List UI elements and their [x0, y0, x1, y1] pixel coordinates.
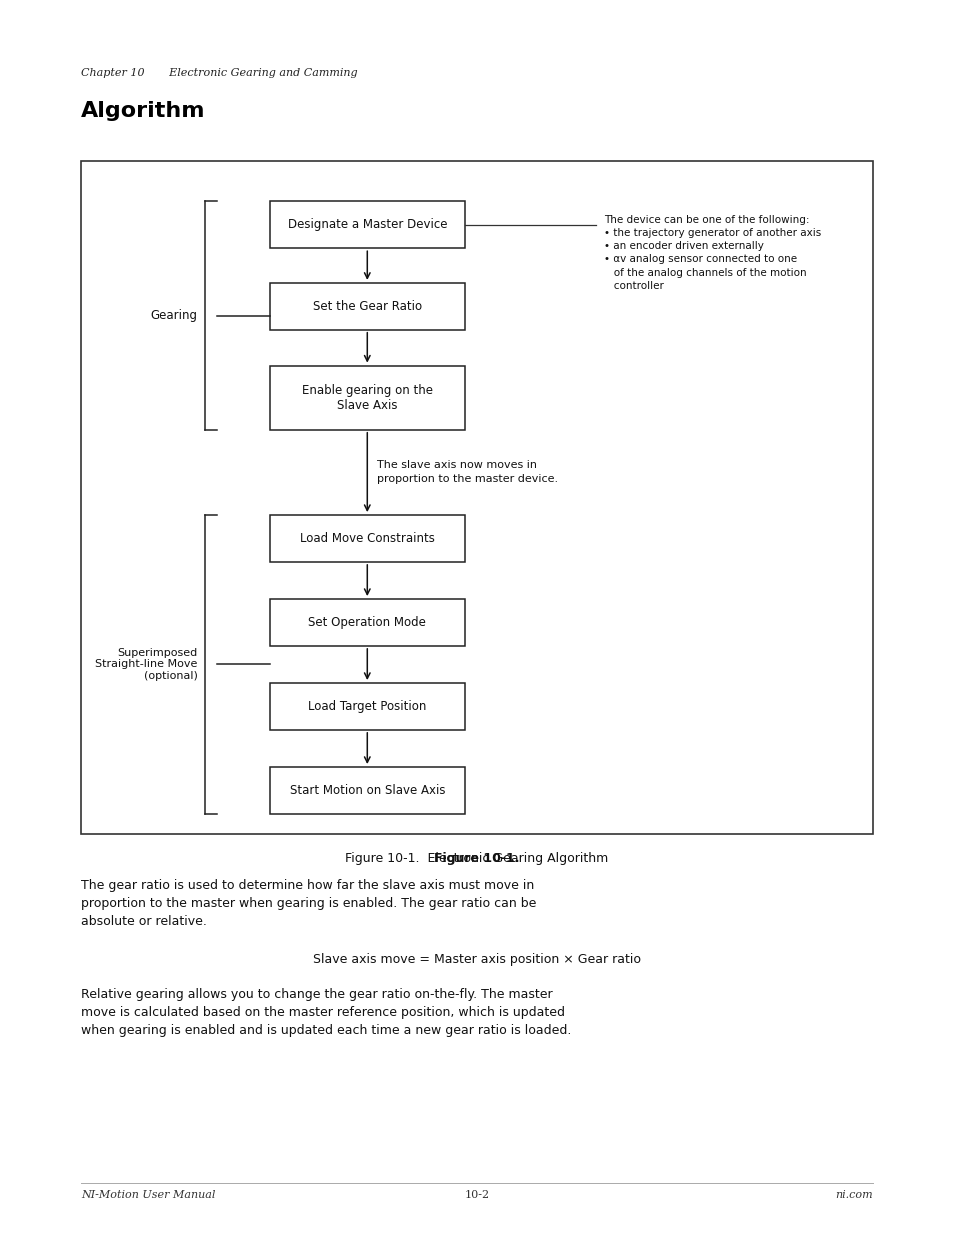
Text: Load Target Position: Load Target Position [308, 700, 426, 713]
Text: Algorithm: Algorithm [81, 101, 206, 121]
Bar [270, 283, 465, 330]
Text: Set Operation Mode: Set Operation Mode [308, 616, 426, 629]
Text: Superimposed
Straight-line Move
(optional): Superimposed Straight-line Move (optiona… [95, 648, 197, 680]
Text: Enable gearing on the
Slave Axis: Enable gearing on the Slave Axis [301, 384, 433, 411]
Text: The device can be one of the following:
• the trajectory generator of another ax: The device can be one of the following: … [603, 215, 821, 291]
Text: Chapter 10       Electronic Gearing and Camming: Chapter 10 Electronic Gearing and Cammin… [81, 68, 357, 78]
Bar [270, 366, 465, 430]
Text: Gearing: Gearing [151, 309, 197, 322]
Bar [270, 767, 465, 814]
Text: NI-Motion User Manual: NI-Motion User Manual [81, 1191, 215, 1200]
Text: Designate a Master Device: Designate a Master Device [287, 219, 447, 231]
Bar [81, 161, 872, 834]
Text: Figure 10-1.  Electronic Gearing Algorithm: Figure 10-1. Electronic Gearing Algorith… [345, 852, 608, 866]
Bar [270, 201, 465, 248]
Text: Load Move Constraints: Load Move Constraints [299, 532, 435, 545]
Text: Slave axis move = Master axis position × Gear ratio: Slave axis move = Master axis position ×… [313, 953, 640, 967]
Bar [270, 515, 465, 562]
Text: Figure 10-1.: Figure 10-1. [434, 852, 519, 866]
Bar [270, 599, 465, 646]
Text: Relative gearing allows you to change the gear ratio on-the-fly. The master
move: Relative gearing allows you to change th… [81, 988, 571, 1037]
Text: The slave axis now moves in
proportion to the master device.: The slave axis now moves in proportion t… [376, 461, 558, 484]
Text: The gear ratio is used to determine how far the slave axis must move in
proporti: The gear ratio is used to determine how … [81, 879, 536, 929]
Bar [270, 683, 465, 730]
Text: 10-2: 10-2 [464, 1191, 489, 1200]
Text: Set the Gear Ratio: Set the Gear Ratio [313, 300, 421, 312]
Text: ni.com: ni.com [835, 1191, 872, 1200]
Text: Start Motion on Slave Axis: Start Motion on Slave Axis [290, 784, 444, 797]
